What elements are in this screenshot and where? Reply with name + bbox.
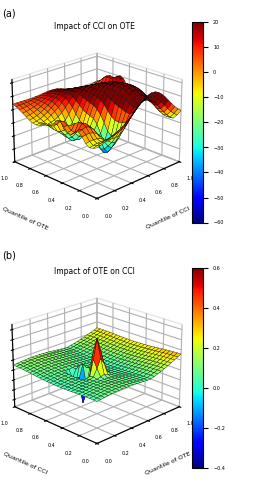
Text: (b): (b) <box>3 251 17 261</box>
X-axis label: Quantile of OTE: Quantile of OTE <box>145 450 192 475</box>
Text: (a): (a) <box>3 9 16 19</box>
Y-axis label: Quantile of CCI: Quantile of CCI <box>3 451 48 475</box>
Title: Impact of CCI on OTE: Impact of CCI on OTE <box>54 22 135 31</box>
X-axis label: Quantile of CCI: Quantile of CCI <box>146 206 191 230</box>
Title: Impact of OTE on CCI: Impact of OTE on CCI <box>54 267 135 276</box>
Y-axis label: Quantile of OTE: Quantile of OTE <box>2 206 49 230</box>
